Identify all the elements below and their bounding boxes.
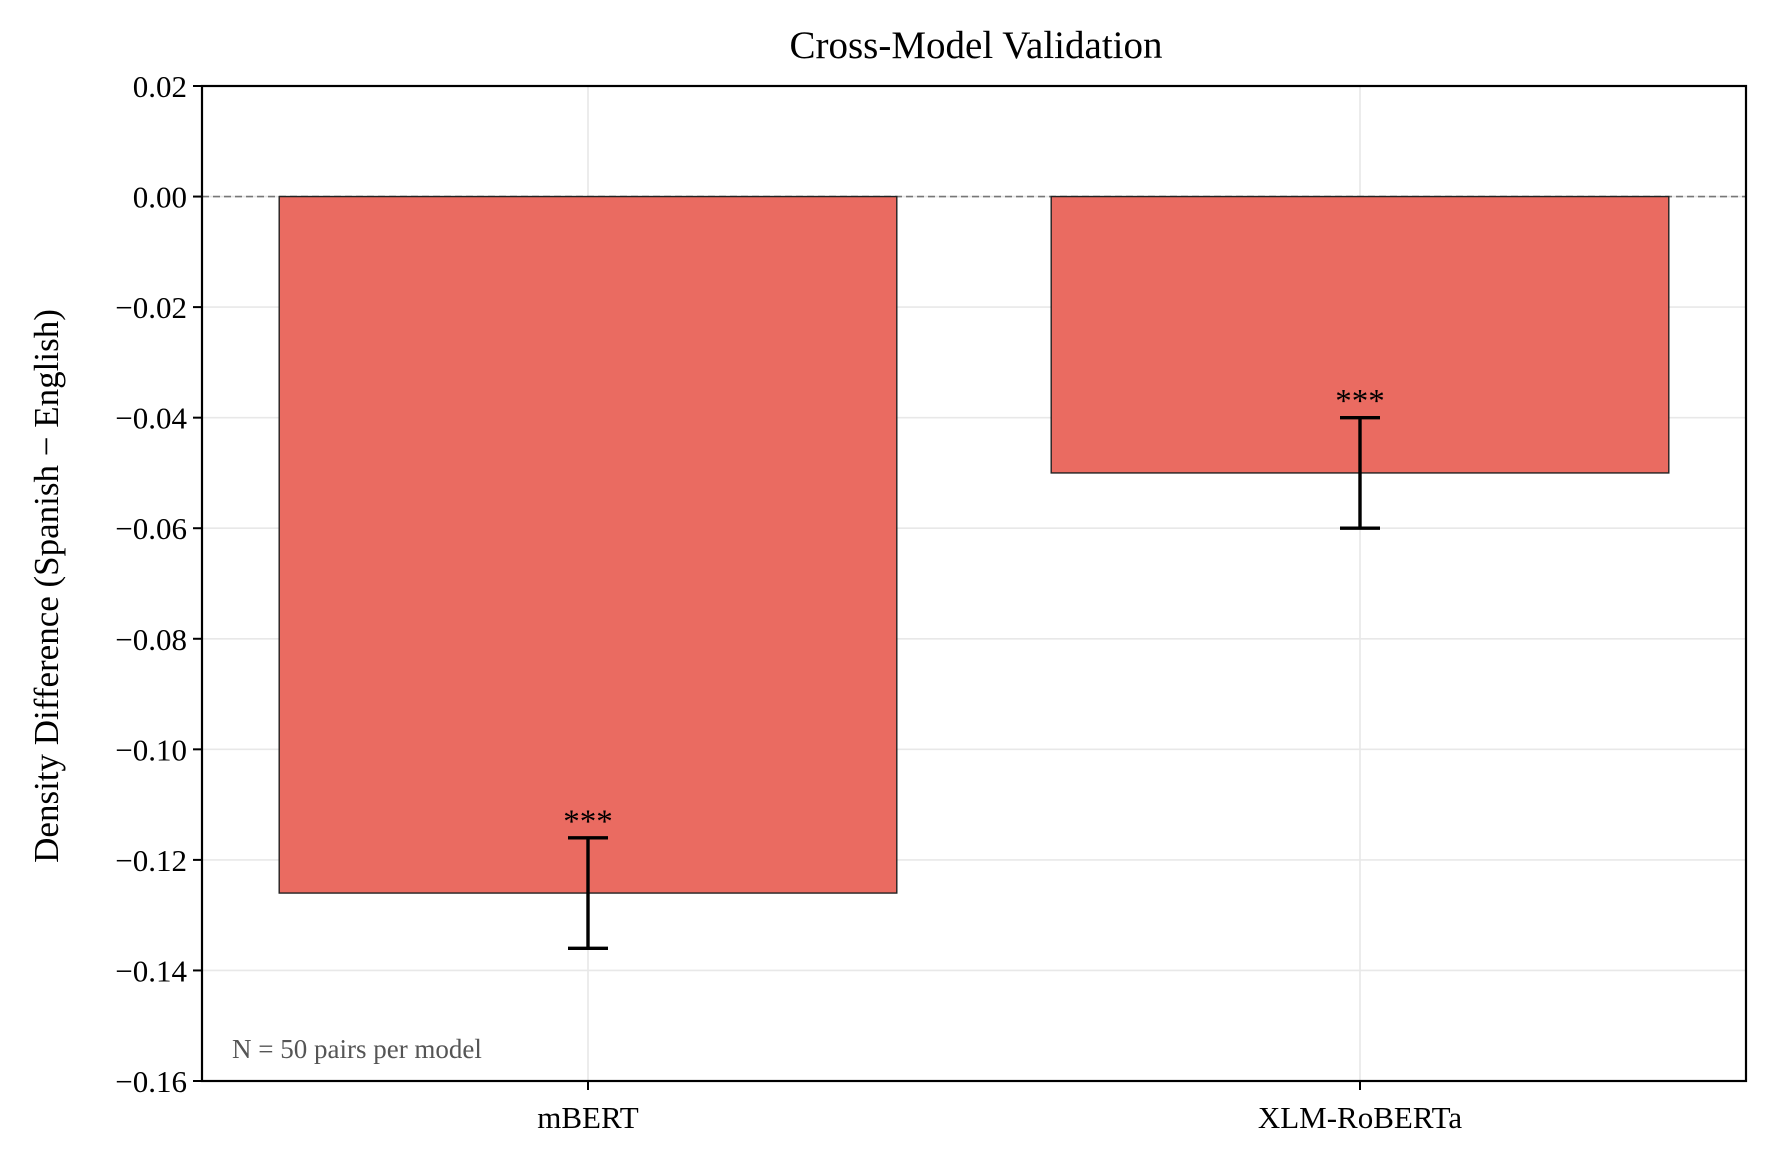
x-tick-label: mBERT (537, 1100, 639, 1135)
x-tick-label: XLM-RoBERTa (1258, 1100, 1463, 1135)
sample-size-note: N = 50 pairs per model (232, 1034, 482, 1064)
y-axis-label: Density Difference (Spanish − English) (27, 309, 66, 863)
y-tick-label: −0.16 (115, 1064, 187, 1099)
significance-marker: *** (1335, 384, 1385, 420)
chart-title: Cross-Model Validation (789, 24, 1162, 67)
y-tick-label: −0.12 (115, 843, 187, 878)
y-tick-label: −0.02 (115, 290, 187, 325)
bar-mbert (278, 195, 898, 894)
bars: *** *** (278, 195, 1670, 951)
y-tick-label: −0.10 (115, 732, 187, 767)
x-axis-ticks: mBERT XLM-RoBERTa (537, 1081, 1462, 1135)
error-bar (1340, 415, 1380, 530)
y-tick-label: 0.00 (133, 180, 187, 215)
y-tick-label: −0.06 (115, 511, 187, 546)
error-bar (568, 836, 608, 951)
y-tick-label: 0.02 (133, 69, 187, 104)
significance-marker: *** (563, 804, 613, 840)
y-tick-label: −0.04 (115, 401, 187, 436)
y-tick-label: −0.14 (115, 953, 187, 988)
plot-area (200, 84, 1748, 1083)
y-axis-ticks: 0.02 0.00 −0.02 −0.04 −0.06 −0.08 −0.10 −0.12 −0… (115, 69, 202, 1099)
y-tick-label: −0.08 (115, 622, 187, 657)
